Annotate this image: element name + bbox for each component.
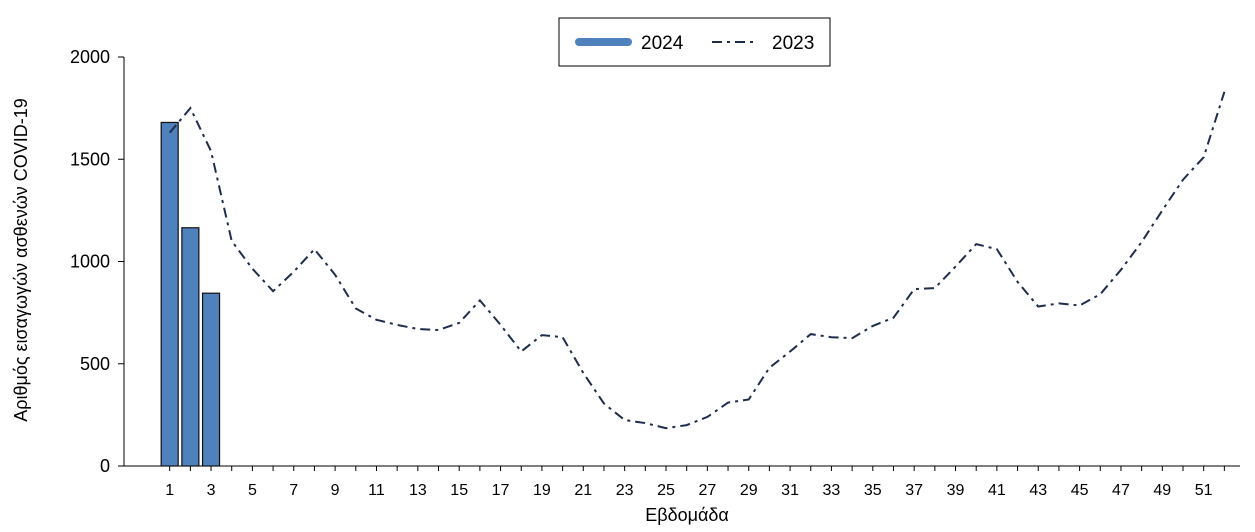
x-tick-label: 7	[289, 482, 298, 499]
x-tick-label: 39	[947, 482, 965, 499]
x-tick-label: 3	[207, 482, 216, 499]
x-tick-label: 21	[574, 482, 592, 499]
y-axis-ticks: 0 500 1000 1500 2000	[70, 47, 124, 476]
y-tick-label: 1000	[70, 252, 110, 272]
bar-2024-week-1	[160, 121, 179, 467]
x-tick-label: 37	[905, 482, 923, 499]
x-tick-label: 49	[1153, 482, 1171, 499]
y-tick-label: 1500	[70, 149, 110, 169]
x-tick-label: 13	[409, 482, 427, 499]
x-tick-label: 45	[1071, 482, 1089, 499]
legend-label-2023: 2023	[772, 33, 814, 54]
x-tick-label: 51	[1195, 482, 1213, 499]
x-axis-label: Εβδομάδα	[645, 505, 729, 525]
y-tick-label: 500	[80, 354, 110, 374]
x-tick-label: 15	[450, 482, 468, 499]
x-tick-label: 41	[988, 482, 1006, 499]
x-tick-label: 11	[368, 482, 385, 499]
y-tick-label: 2000	[70, 47, 110, 67]
x-tick-label: 19	[533, 482, 551, 499]
x-tick-label: 27	[698, 482, 716, 499]
bar-series-2024	[160, 121, 221, 467]
x-tick-label: 25	[657, 482, 675, 499]
x-tick-label: 33	[823, 482, 841, 499]
x-tick-label: 23	[616, 482, 634, 499]
axes	[123, 57, 1240, 467]
x-tick-label: 35	[864, 482, 882, 499]
legend: 2024 2023	[558, 17, 831, 67]
legend-label-2024: 2024	[641, 33, 684, 54]
x-tick-label: 43	[1029, 482, 1047, 499]
x-tick-label: 5	[248, 482, 257, 499]
x-tick-label: 17	[492, 482, 510, 499]
y-axis-label: Αριθμός εισαγωγών ασθενών COVID-19	[11, 98, 31, 422]
line-series-2023	[168, 91, 1226, 430]
x-tick-label: 29	[740, 482, 758, 499]
x-tick-label: 31	[781, 482, 799, 499]
x-tick-label: 1	[165, 482, 174, 499]
x-tick-label: 9	[331, 482, 340, 499]
x-tick-label: 47	[1112, 482, 1130, 499]
bar-2024-week-2	[181, 227, 200, 467]
x-axis-ticks: 1 3 5 7 9 11 13 15 17 19 21 23 25 27 29 31 33 35 37 39 41 43 4…	[165, 466, 1225, 499]
bar-2024-week-3	[201, 292, 221, 467]
y-tick-label: 0	[100, 456, 110, 476]
